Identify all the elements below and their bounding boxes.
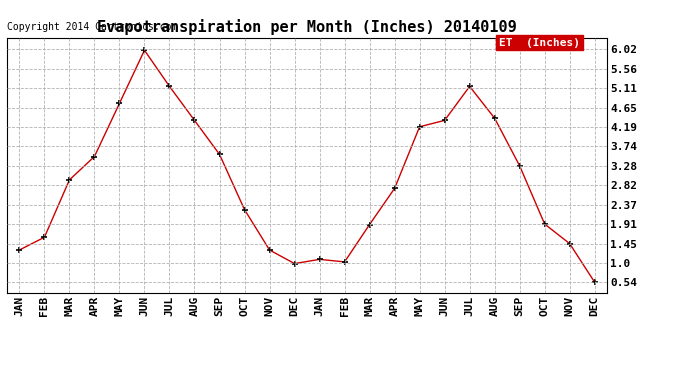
Text: ET  (Inches): ET (Inches) xyxy=(499,38,580,48)
Text: Copyright 2014 Cartronics.com: Copyright 2014 Cartronics.com xyxy=(7,22,177,33)
Title: Evapotranspiration per Month (Inches) 20140109: Evapotranspiration per Month (Inches) 20… xyxy=(97,19,517,35)
